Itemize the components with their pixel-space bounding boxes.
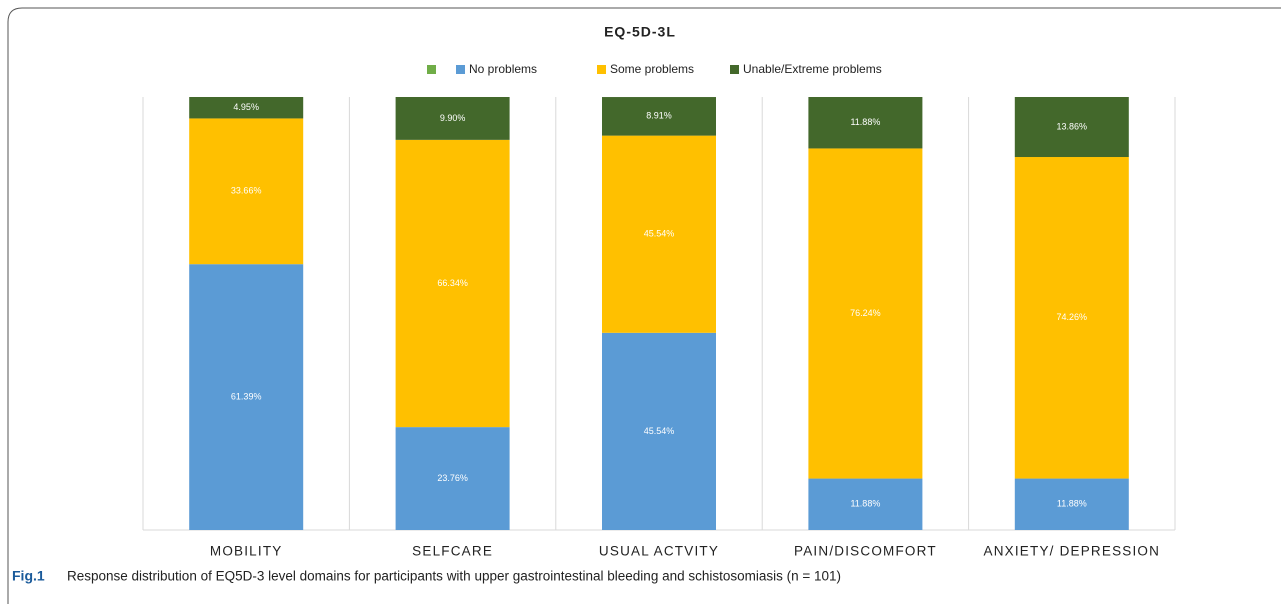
bar-segment [395,427,510,530]
bar-segment [189,264,304,530]
x-tick-label: MOBILITY [210,544,283,559]
x-tick-label: PAIN/DISCOMFORT [794,544,937,559]
legend-swatch [730,65,739,74]
bar-segment [1014,157,1129,479]
data-label: 4.95% [233,102,259,112]
bar-segment [395,139,510,428]
bar-segment [189,97,304,119]
data-label: 74.26% [1057,312,1088,322]
data-label: 33.66% [231,186,262,196]
data-label: 76.24% [850,308,881,318]
data-label: 61.39% [231,391,262,401]
data-label: 23.76% [437,473,468,483]
data-label: 8.91% [646,111,672,121]
bar-segment [395,97,510,140]
legend-label: No problems [469,62,537,76]
bar-segment [602,135,716,333]
chart-title: EQ-5D-3L [604,24,676,40]
bar-segment [602,332,716,530]
legend-swatch [427,65,436,74]
data-label: 11.88% [850,117,880,127]
bar-segment [808,148,923,479]
bar-segment [602,97,716,136]
data-label: 13.86% [1057,121,1088,131]
data-label: 11.88% [850,499,880,509]
data-label: 9.90% [440,113,466,123]
caption-text: Response distribution of EQ5D-3 level do… [67,569,841,584]
x-tick-label: USUAL ACTVITY [599,544,719,559]
legend-label: Some problems [610,62,694,76]
data-label: 66.34% [437,278,468,288]
data-label: 45.54% [644,229,675,239]
data-label: 45.54% [644,426,675,436]
figure-border [7,7,1281,604]
legend-swatch [597,65,606,74]
x-tick-label: SELFCARE [412,544,493,559]
legend-swatch [456,65,465,74]
x-tick-label: ANXIETY/ DEPRESSION [984,544,1161,559]
bar-segment [1014,478,1129,530]
caption-label: Fig.1 [12,568,45,584]
bar-segment [808,97,923,149]
bar-segment [189,118,304,265]
legend-label: Unable/Extreme problems [743,62,882,76]
bar-segment [808,478,923,530]
data-label: 11.88% [1057,499,1087,509]
bar-segment [1014,97,1129,158]
